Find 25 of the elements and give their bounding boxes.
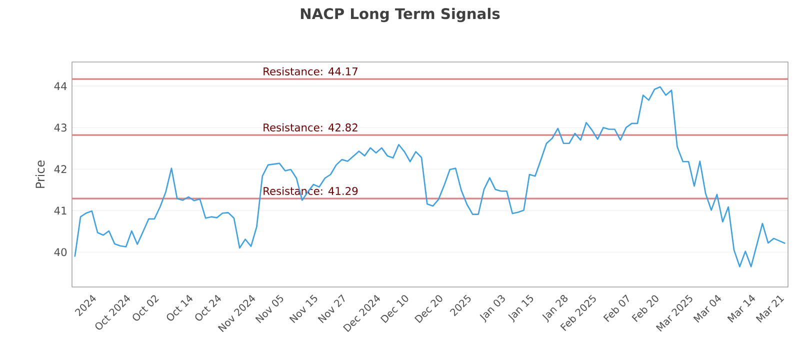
x-tick-label: Feb 20 bbox=[632, 295, 658, 322]
x-tick-label: Jan 28 bbox=[542, 295, 568, 323]
x-tick-label: Dec 20 bbox=[414, 295, 442, 324]
x-tick-label: Jan 03 bbox=[480, 295, 505, 323]
ref-line-label: Resistance: 44.17 bbox=[264, 67, 358, 76]
y-tick-label: 40 bbox=[54, 248, 67, 256]
x-tick-label: Nov 05 bbox=[255, 294, 284, 324]
x-tick-label: Oct 24 bbox=[195, 294, 221, 321]
x-tick-label: Nov 15 bbox=[289, 294, 318, 324]
y-tick-label: 44 bbox=[54, 82, 67, 90]
y-tick-label: 42 bbox=[54, 165, 66, 174]
ref-line-label: Resistance: 42.82 bbox=[264, 123, 358, 132]
x-tick-label: Dec 10 bbox=[380, 295, 408, 324]
y-tick-label: 43 bbox=[54, 124, 66, 132]
x-tick-label: Mar 04 bbox=[693, 294, 722, 323]
x-tick-label: Feb 07 bbox=[603, 294, 629, 322]
x-tick-label: Nov 27 bbox=[318, 294, 345, 324]
x-tick-label: Mar 21 bbox=[756, 296, 784, 323]
x-tick-label: Oct 14 bbox=[166, 294, 193, 321]
y-tick-label: 41 bbox=[54, 206, 66, 214]
y-axis-title: Price bbox=[35, 160, 45, 188]
chart-title: NACP Long Term Signals bbox=[300, 8, 500, 22]
x-tick-label: Oct 02 bbox=[132, 295, 159, 321]
x-tick-label: Jan 15 bbox=[508, 294, 534, 323]
x-tick-label: Mar 14 bbox=[727, 294, 756, 323]
